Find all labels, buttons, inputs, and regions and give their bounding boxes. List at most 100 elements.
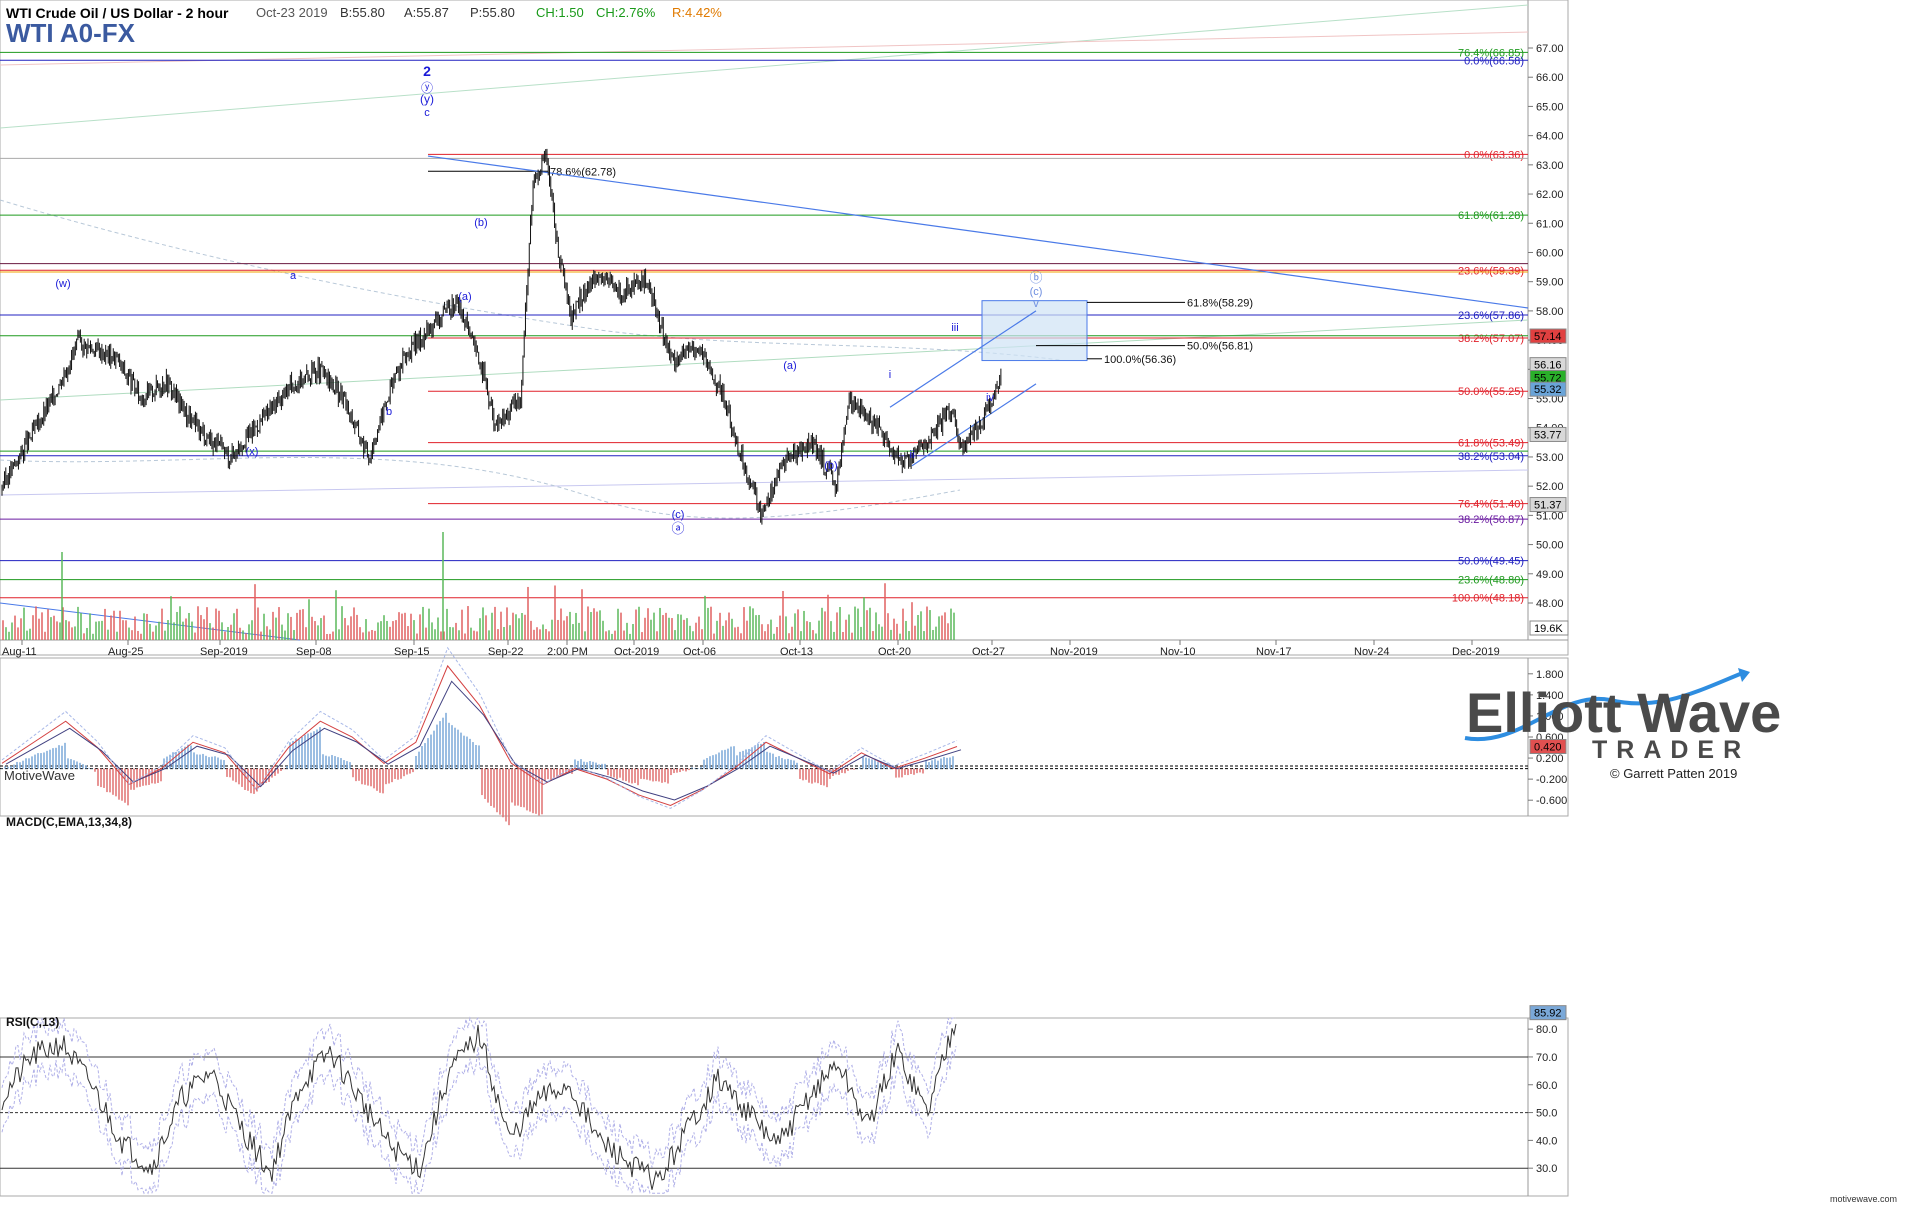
fib-level-label: 50.0%(49.45) [1458,556,1524,568]
rsi-value-tag [1529,1005,1567,1021]
macd-panel-border [0,657,1569,817]
wave-label: ⓑ [1029,270,1042,285]
price-panel-border [0,0,1569,656]
fib-level-label: 23.6%(59.39) [1458,265,1524,277]
rsi-panel-border [0,1017,1569,1197]
rsi-value-label: 85.92 [1534,1008,1562,1020]
rsi-line [1,1023,957,1190]
header-price: P:55.80 [470,5,515,20]
price-tag-label: 51.37 [1534,500,1562,512]
rsi-tick-label: 60.0 [1536,1080,1557,1092]
trend-band-line [0,319,1529,401]
time-tick-label: Dec-2019 [1452,646,1500,658]
fib-level-label: 50.0%(55.25) [1458,386,1524,398]
wave-label: 2 [423,63,431,79]
fib-level-label: 100.0%(48.18) [1452,593,1524,605]
volume-tag [1529,620,1569,636]
price-tick-label: 67.00 [1536,43,1564,55]
time-tick-label: 2:00 PM [547,646,588,658]
time-tick-label: Oct-13 [780,646,813,658]
header-change: CH:1.50 [536,5,584,20]
rsi-title: RSI(C,13) [6,1015,59,1029]
price-tag-label: 56.16 [1534,360,1562,372]
price-tick-label: 61.00 [1536,218,1564,230]
macd-tick-label: -0.600 [1536,795,1567,807]
price-tag [1529,497,1567,513]
time-tick-label: Nov-17 [1256,646,1291,658]
macd-band [1,646,958,809]
fib-level-label: 76.4%(66.85) [1458,47,1524,59]
macd-value-label: 0.420 [1534,741,1562,753]
macd-tick-label: 0.200 [1536,753,1564,765]
header-range: R:4.42% [672,5,722,20]
wave-label: ⓐ [671,521,684,536]
fib-level-label: 61.8%(61.28) [1458,210,1524,222]
wave-label: (w) [55,278,70,290]
fib-level-label: 38.2%(53.04) [1458,451,1524,463]
macd-tick-label: 1.400 [1536,690,1564,702]
time-tick-label: Sep-15 [394,646,429,658]
price-tag [1529,426,1567,442]
volume-tag-label: 19.6K [1534,623,1563,635]
wave-label: b [386,406,392,418]
time-tick-label: Nov-2019 [1050,646,1098,658]
downtrend-line [427,155,1529,309]
macd-panel: 1.8001.4001.0000.6000.200-0.200-0.6000.4… [0,646,1569,826]
wave-label: (b) [824,460,837,472]
chart-title: WTI Crude Oil / US Dollar - 2 hour [6,5,229,21]
wave-label: (b) [474,217,487,229]
time-tick-label: Sep-22 [488,646,523,658]
fib-level-label: 38.2%(50.87) [1458,514,1524,526]
macd-signal [5,680,962,801]
wave-label: i [889,369,891,381]
fib-level-label: 0.0%(66.58) [1464,55,1524,67]
symbol-label: WTI A0-FX [6,18,136,48]
macd-tick-label: 1.000 [1536,711,1564,723]
footer-site: motivewave.com [1830,1194,1897,1204]
price-tick-label: 50.00 [1536,540,1564,552]
price-tick-label: 48.00 [1536,598,1564,610]
header-bid: B:55.80 [340,5,385,20]
watermark: MotiveWave [4,768,75,783]
target-label: 61.8%(58.29) [1187,297,1253,309]
rsi-tick-label: 70.0 [1536,1052,1557,1064]
time-tick-label: Aug-25 [108,646,143,658]
fib-level-label: 23.6%(48.80) [1458,575,1524,587]
price-tick-label: 59.00 [1536,277,1564,289]
rsi-tick-label: 80.0 [1536,1024,1557,1036]
rsi-band-lower [1,1046,957,1195]
price-tick-label: 64.00 [1536,131,1564,143]
wave-label: iii [951,322,958,334]
time-tick-label: Nov-10 [1160,646,1195,658]
volume-trendline [0,602,301,641]
price-tick-label: 62.00 [1536,189,1564,201]
price-tick-label: 52.00 [1536,481,1564,493]
header-ask: A:55.87 [404,5,449,20]
wave-label: (x) [246,446,259,458]
price-panel: 48.0049.0050.0051.0052.0053.0054.0055.00… [0,0,1569,658]
price-tick-label: 63.00 [1536,160,1564,172]
rsi-band-upper [1,1016,956,1168]
rsi-tick-label: 30.0 [1536,1163,1557,1175]
time-tick-label: Oct-06 [683,646,716,658]
logo-text-sub: TRADER [1592,736,1750,764]
header-change-pct: CH:2.76% [596,5,656,20]
wave-label: a [290,270,297,282]
macd-value-tag [1529,738,1567,754]
trend-band-line [0,469,1529,496]
wave-label: (c) [672,509,685,521]
channel-upper-line [889,310,1037,408]
trend-band-line [0,31,1529,66]
price-tag-label: 55.72 [1534,372,1562,384]
time-tick-label: Oct-2019 [614,646,659,658]
logo-text-main: Elliott Wave [1466,681,1781,744]
fib-level-label: 76.4%(51.40) [1458,499,1524,511]
price-tick-label: 49.00 [1536,569,1564,581]
fib-level-label: 0.0%(63.36) [1464,149,1524,161]
wave-label: c [424,107,430,119]
rsi-panel: 80.0 70.0 60.0 50.0 40.0 30.0 85.92 [0,1005,1569,1197]
target-label: 50.0%(56.81) [1187,341,1253,353]
price-tag [1529,328,1567,344]
time-tick-label: Aug-11 [2,646,37,658]
wave-label: ⓨ [421,81,433,95]
